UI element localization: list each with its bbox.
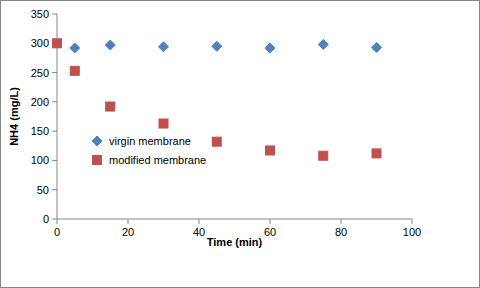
legend: virgin membrane modified membrane [92, 135, 206, 166]
point [212, 41, 222, 51]
x-tick [412, 219, 413, 224]
point [106, 102, 115, 111]
legend-marker [93, 156, 102, 165]
x-tick [128, 219, 129, 224]
x-tick [270, 219, 271, 224]
x-axis-title: Time (min) [207, 236, 263, 248]
y-tick-label: 100 [31, 154, 49, 166]
point [70, 43, 80, 53]
point [212, 137, 221, 146]
y-tick-label: 200 [31, 96, 49, 108]
x-tick-label: 20 [122, 226, 134, 238]
x-tick [341, 219, 342, 224]
y-tick-label: 0 [43, 213, 49, 225]
x-tick-label: 0 [54, 226, 60, 238]
y-tick-label: 250 [31, 67, 49, 79]
point [372, 42, 382, 52]
y-tick [52, 219, 57, 220]
x-tick [57, 219, 58, 224]
x-tick-label: 60 [264, 226, 276, 238]
point [319, 151, 328, 160]
y-tick [52, 160, 57, 161]
y-axis-title: NH4 (mg/L) [8, 87, 20, 146]
point [105, 40, 115, 50]
y-tick-label: 150 [31, 125, 49, 137]
x-axis [57, 219, 412, 220]
point [159, 119, 168, 128]
y-tick [52, 72, 57, 73]
point [70, 66, 79, 75]
chart: 0 50 100 150 200 250 300 350 0 20 40 60 80 100 Time (m… [0, 0, 480, 288]
x-tick-label: 40 [193, 226, 205, 238]
x-tick-label: 100 [403, 226, 421, 238]
y-tick [52, 101, 57, 102]
chart-border [1, 1, 480, 288]
x-tick-label: 80 [335, 226, 347, 238]
legend-label: modified membrane [109, 154, 206, 166]
point [265, 43, 275, 53]
point [266, 146, 275, 155]
legend-marker [92, 136, 102, 146]
point [318, 39, 328, 49]
point [53, 39, 62, 48]
y-tick-label: 350 [31, 8, 49, 20]
point [372, 149, 381, 158]
y-tick [52, 14, 57, 15]
y-tick [52, 189, 57, 190]
x-tick [199, 219, 200, 224]
y-tick-label: 50 [37, 184, 49, 196]
point [159, 42, 169, 52]
plot-marks [53, 39, 382, 160]
y-tick-label: 300 [31, 37, 49, 49]
legend-label: virgin membrane [109, 135, 191, 147]
y-tick [52, 131, 57, 132]
